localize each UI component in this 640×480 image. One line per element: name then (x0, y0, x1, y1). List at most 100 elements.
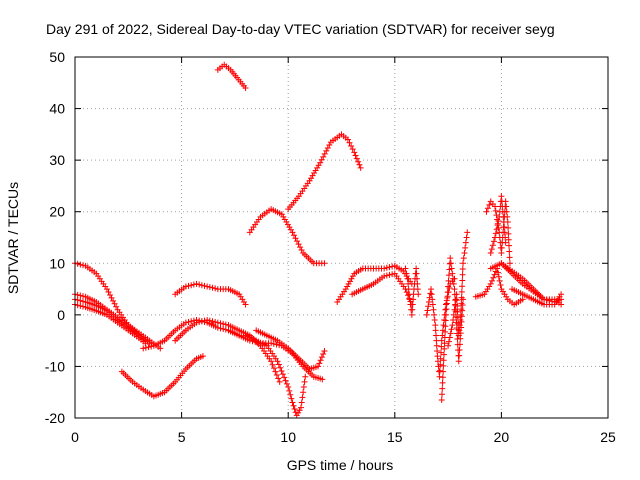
data-point (497, 281, 504, 288)
data-point (268, 358, 275, 365)
data-point (347, 278, 354, 285)
data-point (318, 156, 325, 163)
data-point (351, 149, 358, 156)
data-point (409, 301, 416, 308)
data-point (319, 376, 326, 383)
data-point (487, 249, 494, 256)
data-point (445, 342, 452, 349)
data-point (295, 241, 302, 248)
series-arc-v (483, 198, 513, 267)
series-arc-k (242, 332, 309, 419)
data-point (315, 363, 322, 370)
data-point (451, 286, 458, 293)
data-point (320, 351, 327, 358)
data-point (77, 302, 84, 309)
x-tick-label: 25 (600, 429, 616, 445)
data-point (318, 354, 325, 361)
data-point (442, 317, 449, 324)
data-point (438, 391, 445, 398)
data-point (460, 260, 467, 267)
data-point (142, 340, 149, 347)
data-point (290, 402, 297, 409)
data-point (558, 301, 565, 308)
data-point (413, 275, 420, 282)
data-point (427, 290, 434, 297)
data-point (389, 263, 396, 270)
data-point (488, 246, 495, 253)
data-point (113, 303, 120, 310)
data-point (107, 291, 114, 298)
data-point (452, 296, 459, 303)
data-point (198, 318, 205, 325)
y-tick-label: 0 (57, 307, 65, 323)
data-point (452, 302, 459, 309)
data-point (452, 308, 459, 315)
data-point (277, 364, 284, 371)
data-point (74, 260, 81, 267)
data-point (198, 282, 205, 289)
data-point (386, 264, 393, 271)
data-point (268, 340, 275, 347)
data-point (405, 280, 412, 287)
data-point (79, 293, 86, 300)
data-point (506, 254, 513, 261)
data-point (490, 238, 497, 245)
data-point (79, 298, 86, 305)
data-point (498, 198, 505, 205)
data-point (298, 247, 305, 254)
data-point (185, 318, 192, 325)
data-point (193, 280, 200, 287)
data-point (345, 280, 352, 287)
data-point (439, 374, 446, 381)
data-point (445, 277, 452, 284)
data-point (199, 353, 206, 360)
data-point (558, 291, 565, 298)
data-point (320, 153, 327, 160)
series-arc-t (438, 255, 467, 403)
data-point (462, 244, 469, 251)
data-point (444, 294, 451, 301)
data-point (442, 328, 449, 335)
data-point (321, 347, 328, 354)
data-point (492, 234, 499, 241)
data-point (457, 311, 464, 318)
data-point (464, 229, 471, 236)
data-point (449, 322, 456, 329)
data-point (274, 358, 281, 365)
data-point (456, 347, 463, 354)
data-point (442, 306, 449, 313)
data-point (142, 344, 149, 351)
data-point (447, 255, 454, 262)
data-point (489, 242, 496, 249)
data-point (439, 379, 446, 386)
data-point (300, 384, 307, 391)
data-point (460, 296, 467, 303)
data-point (424, 307, 431, 314)
data-point (220, 326, 227, 333)
data-point (357, 164, 364, 171)
data-points (72, 61, 565, 419)
plot-frame (74, 56, 609, 419)
data-point (298, 399, 305, 406)
y-axis-label: SDTVAR / TECUs (5, 182, 21, 294)
data-point (242, 84, 249, 91)
x-tick-label: 10 (280, 429, 296, 445)
data-point (404, 275, 411, 282)
series-arc-h (172, 317, 283, 385)
series-arc-u (472, 265, 526, 308)
data-point (429, 296, 436, 303)
y-tick-label: 10 (49, 255, 65, 271)
data-point (483, 208, 490, 215)
x-tick-label: 20 (494, 429, 510, 445)
y-tick-label: 50 (49, 49, 65, 65)
data-point (462, 239, 469, 246)
data-point (452, 297, 459, 304)
data-point (501, 224, 508, 231)
data-point (445, 272, 452, 279)
data-point (275, 361, 282, 368)
data-point (279, 371, 286, 378)
data-point (434, 347, 441, 354)
data-point (436, 367, 443, 374)
data-point (74, 302, 81, 309)
data-point (356, 161, 363, 168)
